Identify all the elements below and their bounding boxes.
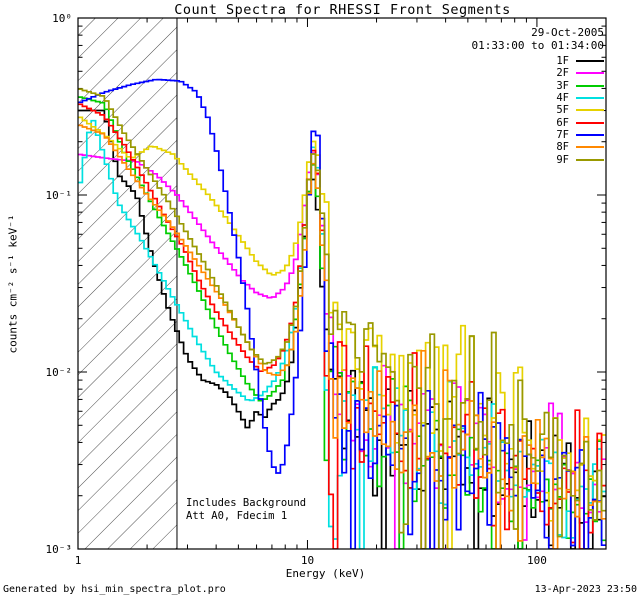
legend-item-5F: 5F — [556, 104, 604, 116]
plot-title: Count Spectra for RHESSI Front Segments — [174, 2, 511, 18]
legend-label: 3F — [556, 79, 569, 92]
legend: 1F 2F 3F 4F 5F 6F 7F 8F 9F — [556, 55, 604, 166]
legend-label: 4F — [556, 92, 569, 105]
legend-swatch — [576, 84, 604, 87]
legend-label: 5F — [556, 104, 569, 117]
legend-time-range: 01:33:00 to 01:34:00 — [471, 39, 604, 52]
x-tick-label: 100 — [527, 554, 547, 567]
x-tick-label: 10 — [301, 554, 314, 567]
legend-swatch — [576, 121, 604, 124]
legend-label: 9F — [556, 153, 569, 166]
legend-label: 7F — [556, 128, 569, 141]
legend-swatch — [576, 133, 604, 136]
y-axis-label: counts cm⁻² s⁻¹ keV⁻¹ — [6, 214, 20, 354]
y-tick-label: 10⁰ — [52, 12, 72, 25]
legend-label: 8F — [556, 141, 569, 154]
legend-item-7F: 7F — [556, 129, 604, 141]
annotation-attenuator-state: Att A0, Fdecim 1 — [186, 510, 288, 522]
legend-swatch — [576, 72, 604, 75]
legend-swatch — [576, 97, 604, 100]
annotation-includes-background: Includes Background — [186, 497, 307, 509]
legend-item-8F: 8F — [556, 141, 604, 153]
legend-date: 29-Oct-2005 — [531, 26, 604, 39]
footer-generator-text: Generated by hsi_min_spectra_plot.pro — [3, 584, 226, 595]
legend-label: 1F — [556, 55, 569, 68]
series-9F — [78, 88, 606, 549]
legend-swatch — [576, 146, 604, 149]
x-axis-label: Energy (keV) — [285, 567, 366, 580]
x-tick-label: 1 — [75, 554, 82, 567]
legend-item-3F: 3F — [556, 80, 604, 92]
axis-box — [77, 17, 607, 550]
series-5F — [78, 116, 606, 549]
legend-item-1F: 1F — [556, 55, 604, 67]
legend-label: 2F — [556, 67, 569, 80]
legend-swatch — [576, 60, 604, 63]
legend-item-9F: 9F — [556, 153, 604, 166]
legend-item-2F: 2F — [556, 67, 604, 79]
y-tick-label: 10⁻² — [46, 366, 73, 379]
y-tick-label: 10⁻³ — [46, 543, 73, 556]
legend-swatch — [576, 109, 604, 112]
y-tick-label: 10⁻¹ — [46, 189, 73, 202]
legend-item-4F: 4F — [556, 92, 604, 104]
legend-swatch — [576, 158, 604, 161]
hatch-region — [78, 18, 177, 549]
legend-item-6F: 6F — [556, 116, 604, 129]
footer-timestamp: 13-Apr-2023 23:50 — [534, 584, 637, 595]
legend-label: 6F — [556, 116, 569, 129]
